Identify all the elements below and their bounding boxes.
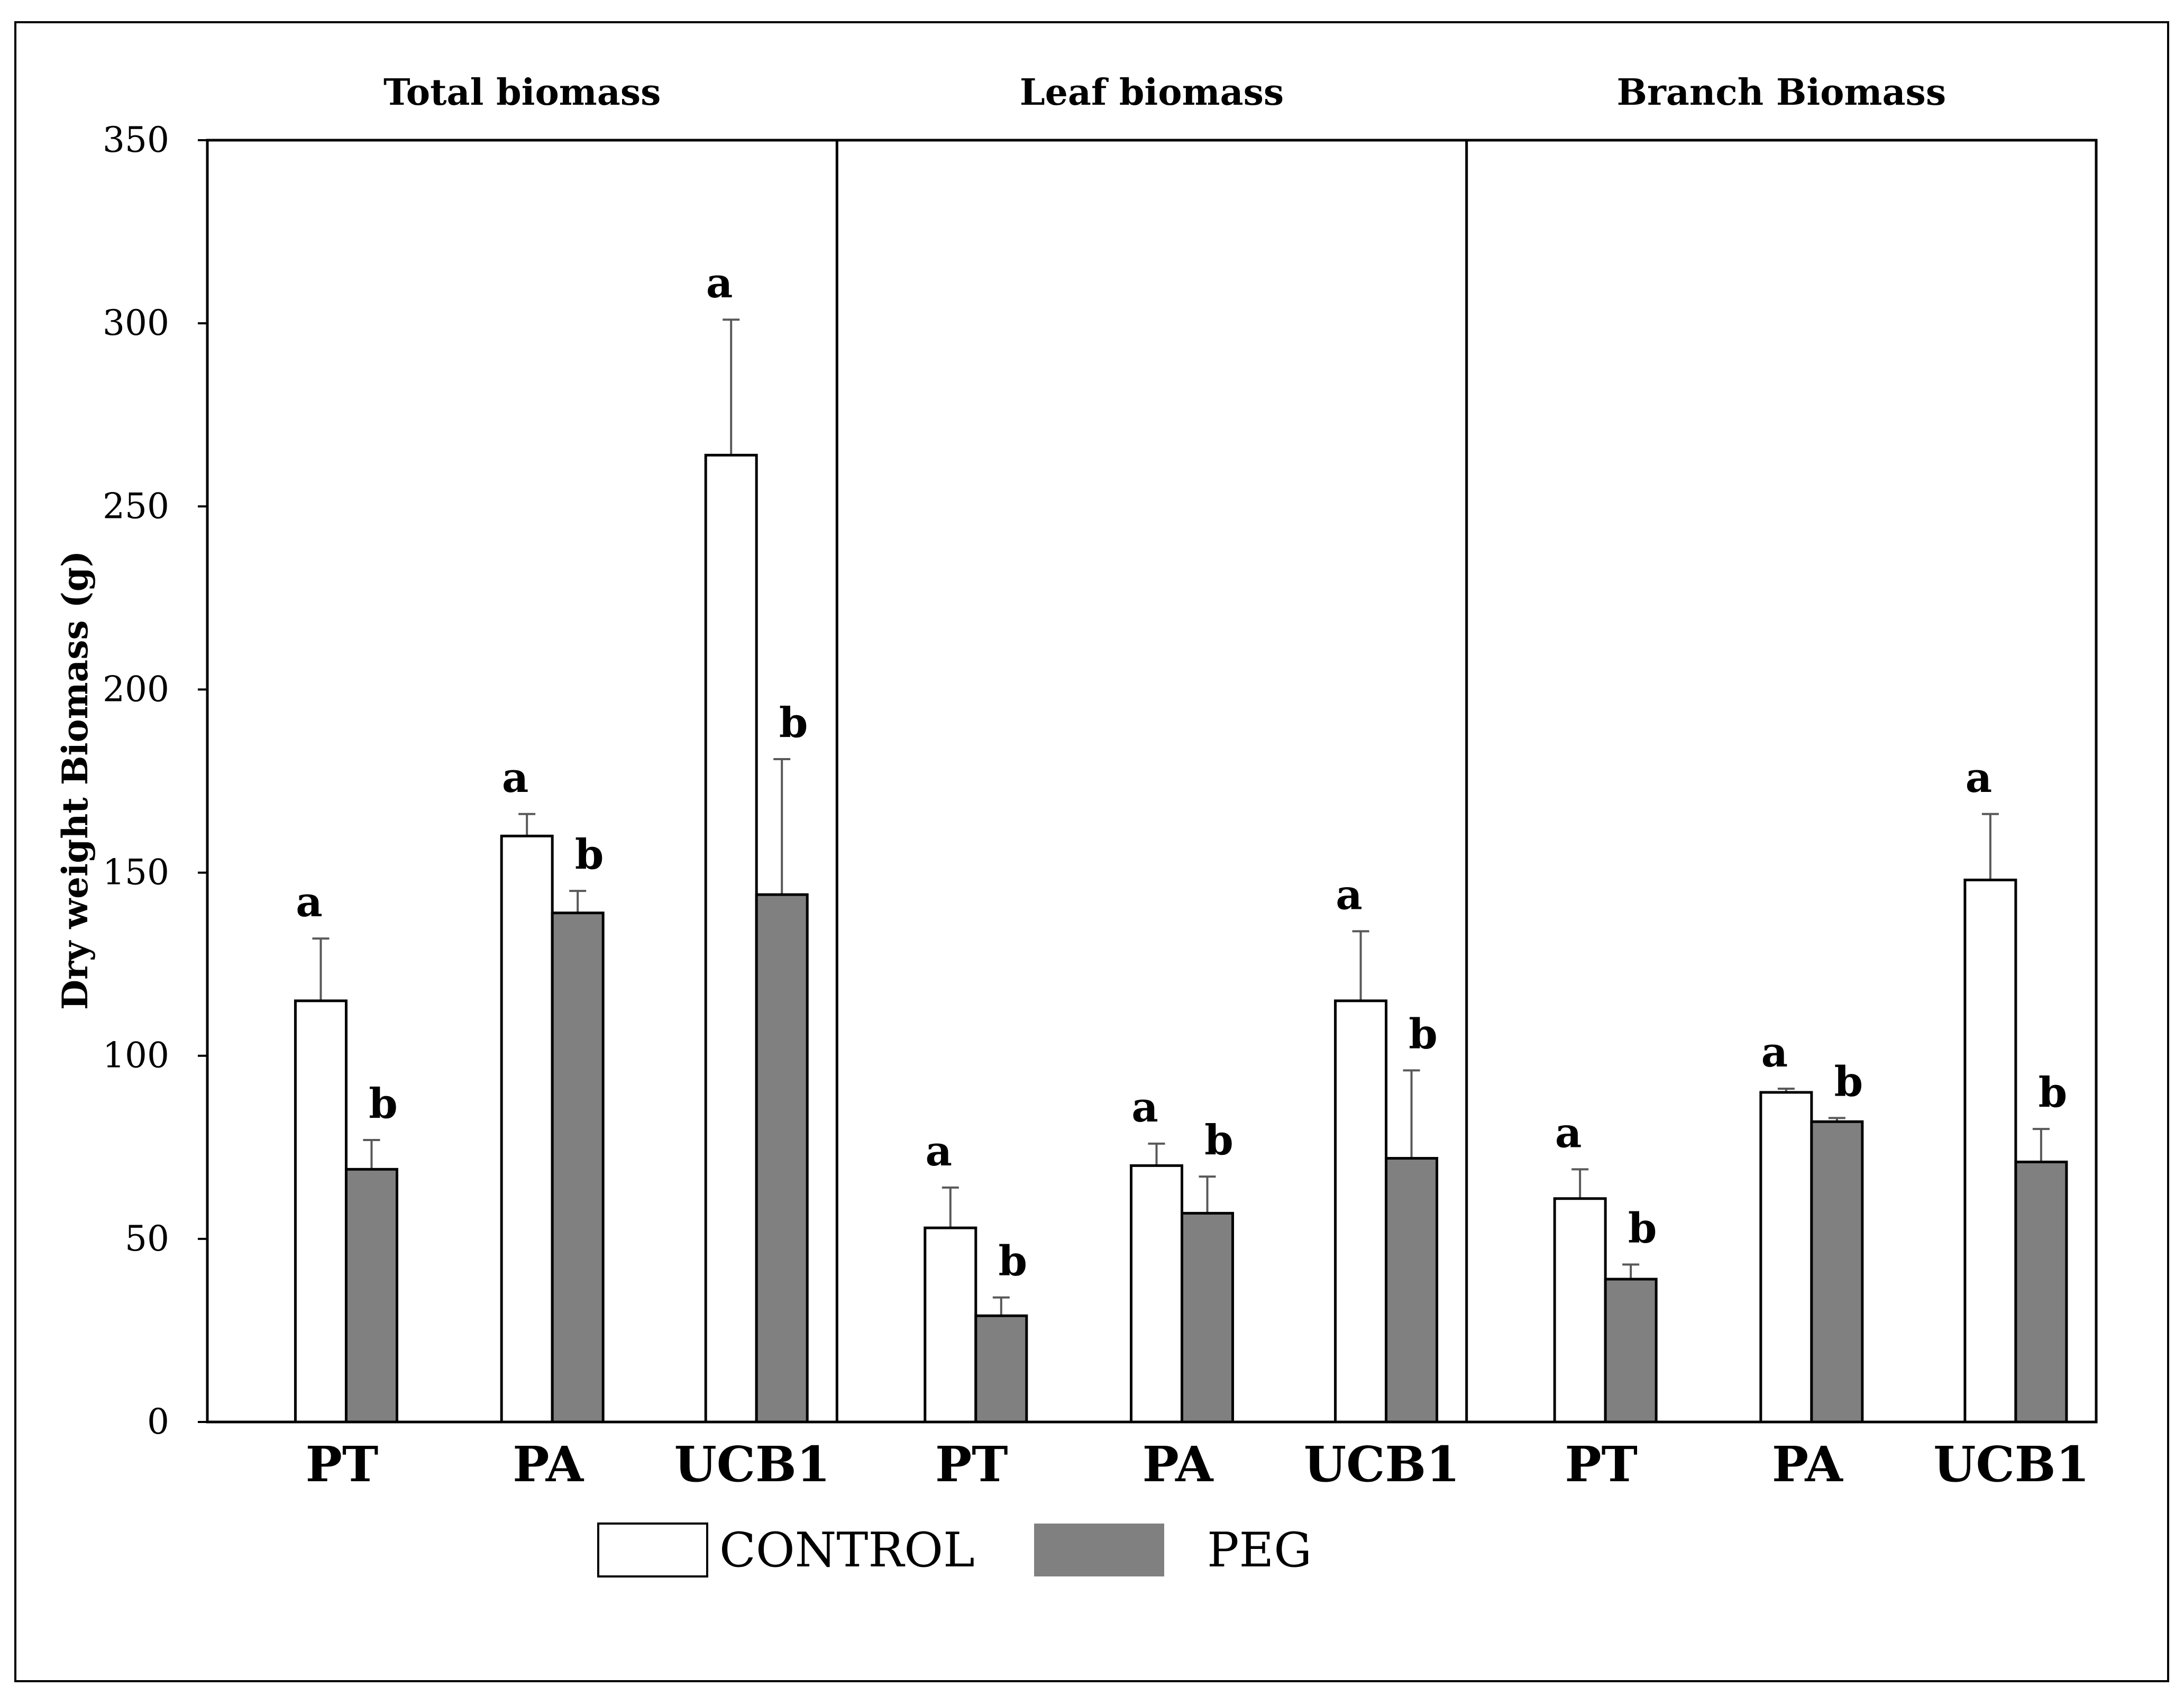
legend-swatch-peg: [1034, 1524, 1164, 1576]
bar-peg: [2014, 1160, 2068, 1424]
legend-label-peg: PEG: [1207, 1522, 1312, 1578]
bar-peg: [974, 1314, 1028, 1424]
significance-letter: b: [1204, 1116, 1233, 1164]
significance-letter: a: [1336, 871, 1363, 919]
significance-letter: b: [1409, 1010, 1438, 1058]
bar-peg: [1810, 1120, 1864, 1424]
significance-letter: b: [575, 831, 604, 879]
significance-letter: b: [1628, 1204, 1657, 1252]
y-tick-label: 300: [103, 303, 169, 343]
significance-letter: b: [2039, 1069, 2068, 1117]
category-label: PA: [1772, 1436, 1843, 1493]
significance-letter: a: [502, 754, 529, 802]
y-tick-label: 150: [103, 852, 169, 893]
bar-control: [1130, 1164, 1184, 1424]
significance-letter: b: [369, 1080, 398, 1128]
bar-control: [1963, 878, 2017, 1424]
plot-frame: [206, 139, 2098, 1424]
category-label: PT: [306, 1436, 379, 1493]
legend-label-control: CONTROL: [719, 1522, 975, 1578]
panel-title: Leaf biomass: [1020, 71, 1284, 114]
bar-peg: [344, 1168, 398, 1424]
panel-title: Branch Biomass: [1617, 71, 1947, 114]
significance-letter: b: [999, 1237, 1028, 1285]
panel-title: Total biomass: [383, 71, 661, 114]
y-tick-label: 0: [147, 1401, 169, 1442]
bar-peg: [551, 911, 605, 1424]
significance-letter: a: [926, 1127, 953, 1175]
y-tick-label: 50: [125, 1218, 169, 1259]
significance-letter: a: [706, 259, 733, 307]
category-label: PA: [1143, 1436, 1214, 1493]
significance-letter: a: [1966, 754, 1993, 802]
category-label: UCB1: [1304, 1436, 1460, 1493]
outer-frame: [14, 21, 2169, 1682]
y-tick-label: 250: [103, 486, 169, 526]
bar-control: [704, 453, 758, 1424]
bar-control: [1334, 999, 1388, 1424]
legend: CONTROL PEG: [597, 1522, 1312, 1578]
category-label: PT: [1565, 1436, 1638, 1493]
bar-peg: [1604, 1278, 1658, 1424]
category-label: UCB1: [1933, 1436, 2089, 1493]
y-axis-label: Dry weight Biomass (g): [54, 551, 96, 1010]
y-tick-label: 100: [103, 1035, 169, 1076]
category-label: PT: [935, 1436, 1008, 1493]
bar-control: [1553, 1197, 1607, 1424]
significance-letter: a: [1131, 1083, 1158, 1132]
significance-letter: b: [779, 699, 808, 747]
bar-peg: [755, 893, 809, 1424]
y-tick-label: 350: [103, 120, 169, 160]
significance-letter: a: [1761, 1028, 1788, 1077]
significance-letter: a: [1555, 1109, 1582, 1157]
bar-peg: [1385, 1157, 1439, 1424]
category-label: UCB1: [674, 1436, 830, 1493]
bar-control: [1759, 1091, 1813, 1424]
category-label: PA: [513, 1436, 584, 1493]
legend-swatch-control: [597, 1522, 708, 1578]
bar-control: [500, 834, 554, 1424]
significance-letter: b: [1834, 1057, 1863, 1106]
bar-peg: [1181, 1211, 1235, 1424]
bar-control: [294, 999, 348, 1424]
bar-control: [924, 1226, 977, 1424]
y-tick-label: 200: [103, 669, 169, 709]
significance-letter: a: [296, 878, 323, 926]
